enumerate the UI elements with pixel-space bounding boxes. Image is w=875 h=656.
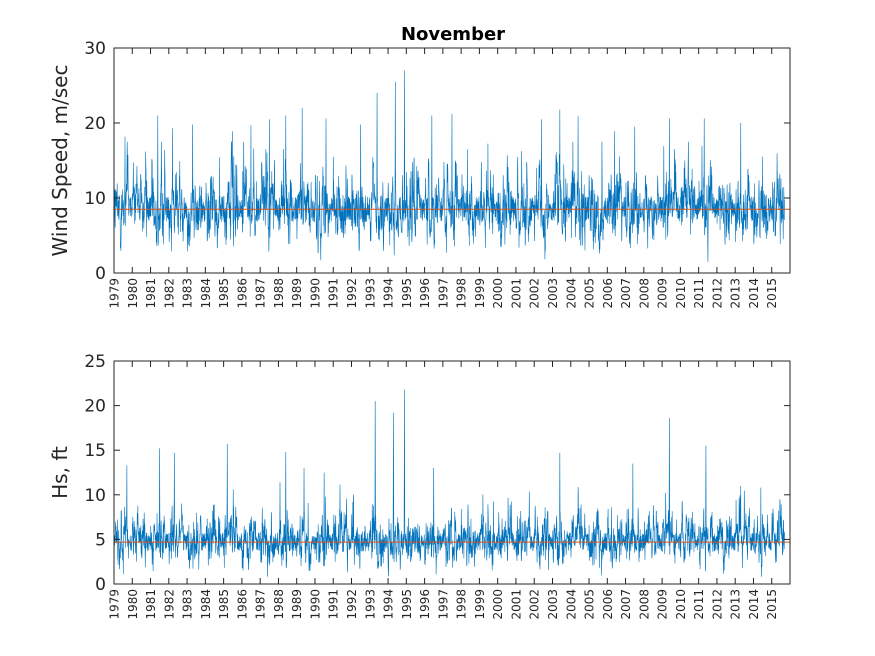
x-tick-label: 1993 [363, 278, 377, 309]
y-tick-label: 5 [95, 530, 106, 550]
y-axis-label: Hs, ft [48, 446, 72, 499]
x-tick-label: 1998 [455, 278, 469, 309]
x-tick-label: 2008 [637, 278, 651, 309]
y-tick-label: 20 [84, 114, 106, 134]
x-tick-label: 1993 [363, 589, 377, 620]
data-series-line [113, 70, 785, 262]
y-axis-label: Wind Speed, m/sec [48, 65, 72, 257]
x-tick-label: 2015 [765, 278, 779, 309]
x-tick-label: 1994 [382, 278, 396, 309]
data-series-line [113, 389, 785, 577]
x-tick-label: 1997 [436, 589, 450, 620]
x-tick-label: 2012 [710, 278, 724, 309]
y-tick-label: 0 [95, 575, 106, 595]
x-tick-label: 2006 [601, 278, 615, 309]
chart-title: November [401, 24, 505, 45]
x-tick-label: 2012 [710, 589, 724, 620]
x-tick-label: 2014 [747, 589, 761, 620]
x-tick-label: 1988 [272, 278, 286, 309]
x-tick-label: 1983 [181, 278, 195, 309]
x-tick-label: 2011 [692, 589, 706, 620]
x-tick-label: 1980 [126, 278, 140, 309]
x-tick-label: 2011 [692, 278, 706, 309]
x-tick-label: 2014 [747, 278, 761, 309]
x-tick-label: 2007 [619, 589, 633, 620]
x-tick-label: 2000 [491, 589, 505, 620]
y-tick-label: 25 [84, 352, 106, 372]
y-tick-label: 20 [84, 397, 106, 417]
x-tick-label: 2003 [546, 589, 560, 620]
x-tick-label: 1986 [235, 589, 249, 620]
wind-speed-panel: 0 10 20 30 1979 1980 1981 1982 1983 1984 1985 1986 1… [48, 39, 791, 309]
x-tick-label: 2005 [583, 589, 597, 620]
x-tick-label: 1979 [108, 278, 122, 309]
x-tick-label: 1988 [272, 589, 286, 620]
x-tick-label: 1994 [382, 589, 396, 620]
x-tick-label: 1997 [436, 278, 450, 309]
x-tick-label: 1981 [144, 278, 158, 309]
x-tick-label: 1987 [254, 278, 268, 309]
x-tick-label: 1990 [308, 278, 322, 309]
x-tick-label: 2004 [564, 589, 578, 620]
x-tick-label: 1992 [345, 278, 359, 309]
x-tick-label: 2006 [601, 589, 615, 620]
x-tick-label: 1984 [199, 278, 213, 309]
x-tick-label: 2000 [491, 278, 505, 309]
x-tick-label: 2004 [564, 278, 578, 309]
x-tick-label: 1982 [162, 278, 176, 309]
x-tick-label: 1991 [327, 589, 341, 620]
x-tick-label: 2001 [509, 589, 523, 620]
x-tick-label: 2015 [765, 589, 779, 620]
y-tick-label: 10 [84, 486, 106, 506]
x-tick-label: 1984 [199, 589, 213, 620]
x-tick-label: 2009 [656, 278, 670, 309]
x-tick-label: 1999 [473, 589, 487, 620]
x-tick-label: 1982 [162, 589, 176, 620]
x-tick-label: 2007 [619, 278, 633, 309]
x-tick-label: 1998 [455, 589, 469, 620]
y-tick-label: 15 [84, 441, 106, 461]
x-tick-label: 2002 [528, 278, 542, 309]
x-tick-label: 1986 [235, 278, 249, 309]
x-tick-label: 1989 [290, 589, 304, 620]
x-tick-label: 1983 [181, 589, 195, 620]
x-tick-label: 2010 [674, 589, 688, 620]
x-tick-label: 1981 [144, 589, 158, 620]
x-tick-label: 1985 [217, 278, 231, 309]
x-tick-label: 2001 [509, 278, 523, 309]
y-tick-label: 30 [84, 39, 106, 59]
x-tick-label: 2013 [729, 278, 743, 309]
y-tick-label: 10 [84, 189, 106, 209]
x-tick-label: 1996 [418, 589, 432, 620]
x-tick-label: 1999 [473, 278, 487, 309]
axes-box [113, 360, 791, 585]
x-tick-label: 1996 [418, 278, 432, 309]
x-tick-label: 1987 [254, 589, 268, 620]
x-tick-label: 1979 [108, 589, 122, 620]
x-tick-label: 2003 [546, 278, 560, 309]
x-tick-label: 1990 [308, 589, 322, 620]
y-tick-label: 0 [95, 264, 106, 284]
x-tick-label: 1995 [400, 589, 414, 620]
axes-box [113, 47, 791, 274]
x-tick-label: 2008 [637, 589, 651, 620]
wave-height-panel: 0 5 10 15 20 25 1979 1980 1981 1982 1983 1984 1985 19… [48, 352, 791, 620]
x-tick-label: 1985 [217, 589, 231, 620]
x-tick-label: 2005 [583, 278, 597, 309]
x-tick-label: 1995 [400, 278, 414, 309]
x-tick-label: 2013 [729, 589, 743, 620]
x-tick-label: 1980 [126, 589, 140, 620]
x-tick-label: 1992 [345, 589, 359, 620]
x-tick-label: 1989 [290, 278, 304, 309]
x-tick-label: 1991 [327, 278, 341, 309]
x-tick-label: 2009 [656, 589, 670, 620]
x-tick-label: 2002 [528, 589, 542, 620]
x-tick-label: 2010 [674, 278, 688, 309]
